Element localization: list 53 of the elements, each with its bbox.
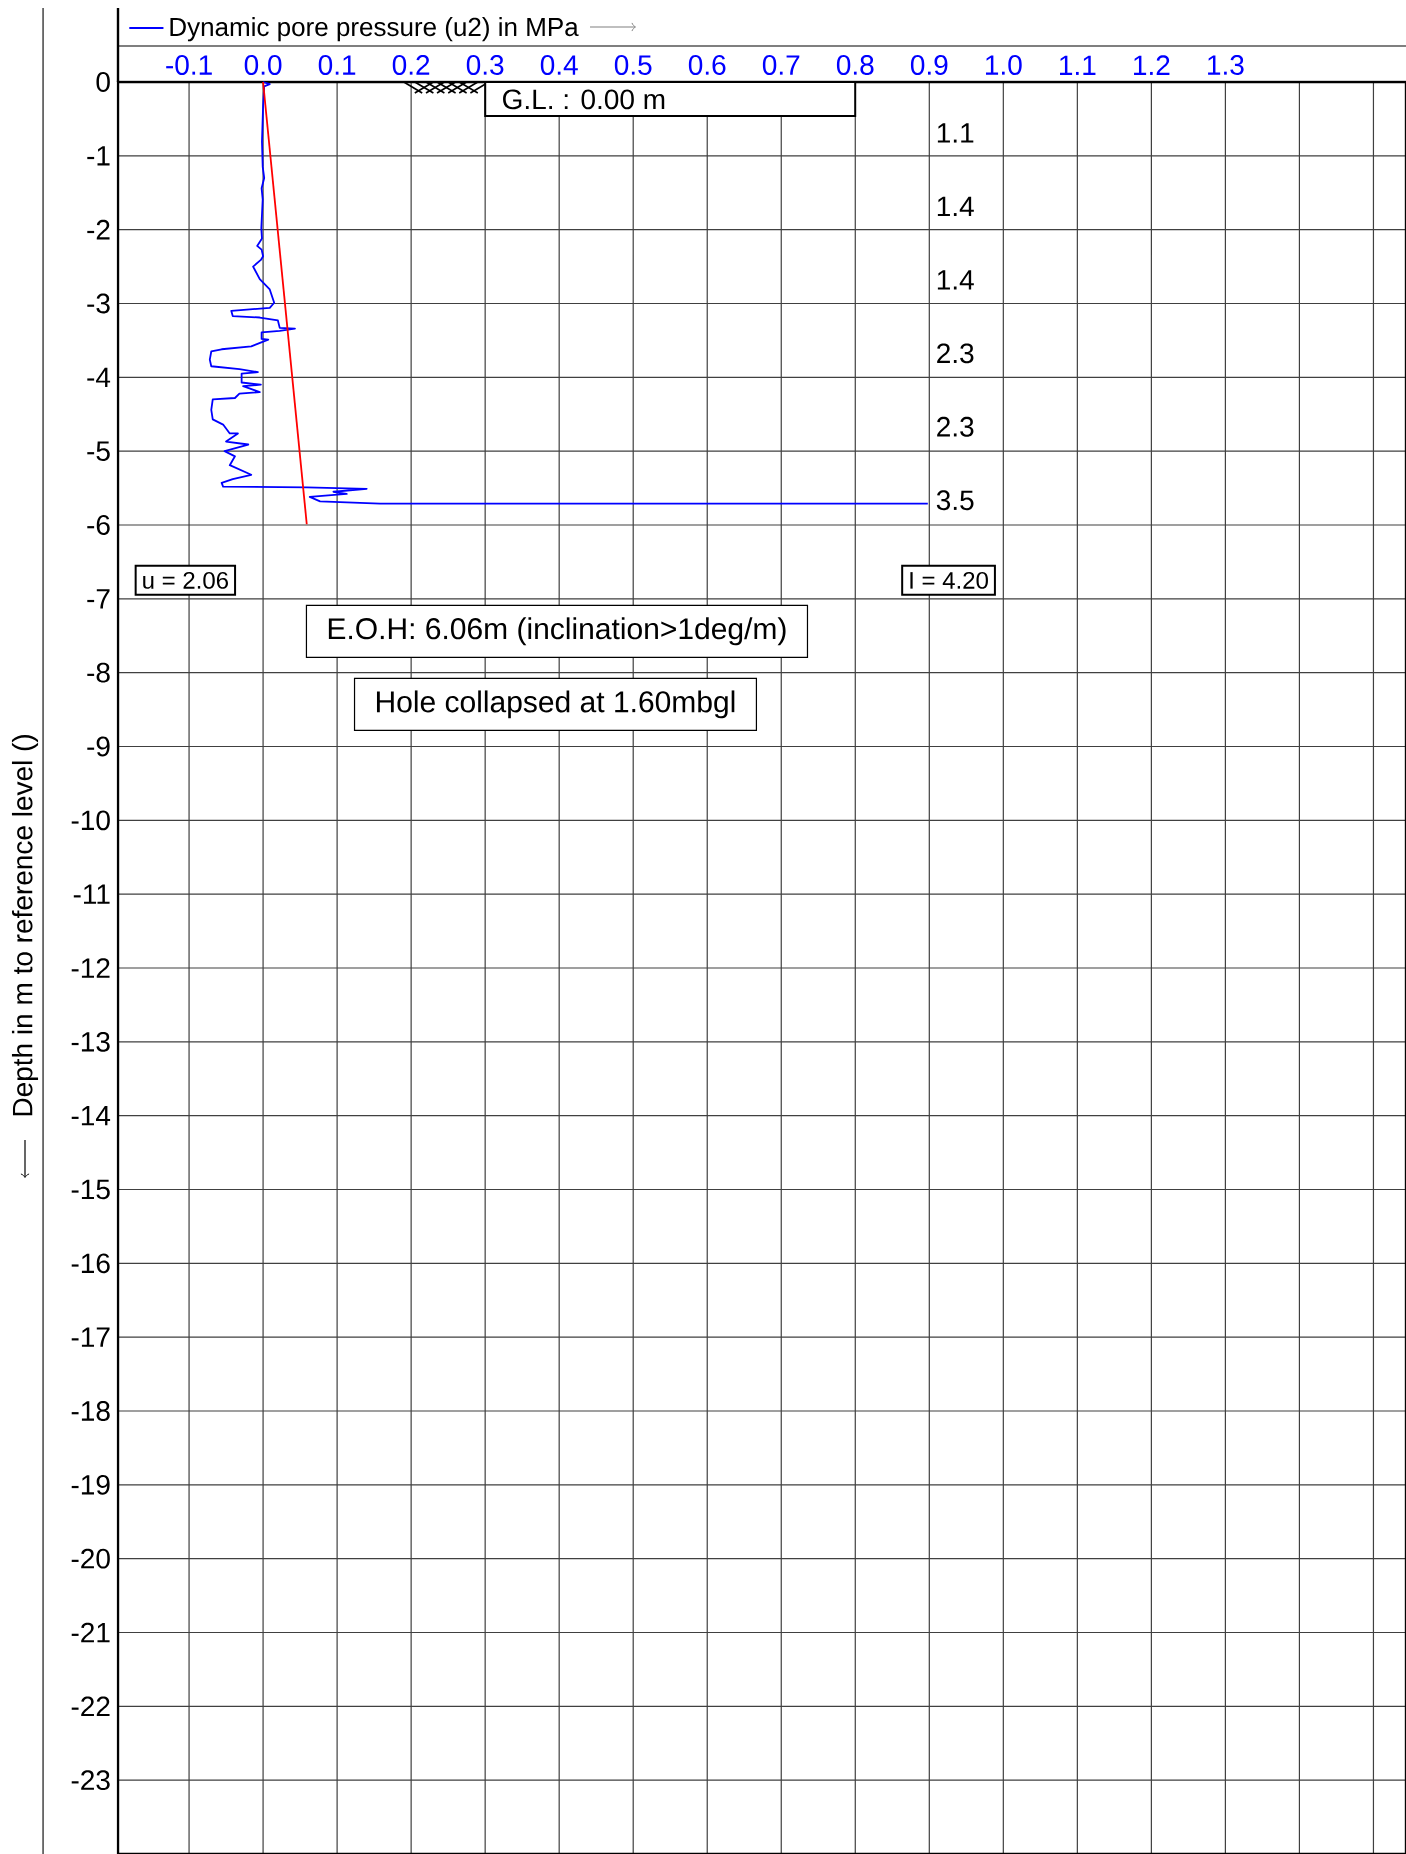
- x-tick-label: -0.1: [166, 55, 212, 75]
- x-tick-label: 1.3: [1208, 55, 1244, 75]
- annotation: 3.5: [936, 490, 974, 511]
- y-tick-label: -11: [73, 884, 110, 904]
- x-tick-label: 0.3: [466, 55, 504, 75]
- annotation: 2.3: [937, 416, 974, 437]
- y-tick-label: -2: [87, 219, 110, 240]
- annotation: I = 4.20: [910, 571, 988, 589]
- y-tick-label: -9: [87, 736, 110, 757]
- y-tick-label: -16: [71, 1253, 110, 1274]
- y-tick-label: -8: [87, 662, 110, 683]
- annotation: Hole collapsed at 1.60mbgl: [376, 690, 735, 719]
- x-tick-label: 1.1: [1060, 55, 1096, 75]
- annotation: 1.1: [937, 123, 974, 143]
- x-tick-label: 1.2: [1134, 55, 1170, 75]
- line-series: [208, 81, 929, 505]
- y-tick-label: -3: [87, 293, 110, 314]
- legend-label: Dynamic pore pressure (u2) in MPa: [170, 17, 579, 42]
- y-tick-label: -21: [71, 1622, 110, 1643]
- x-tick-label: 0.6: [688, 55, 726, 75]
- y-tick-label: -18: [71, 1401, 110, 1421]
- x-tick-label: 0.5: [614, 55, 652, 75]
- annotation: 2.3: [937, 343, 974, 364]
- x-tick-label: 0.0: [244, 55, 282, 75]
- y-tick-label: -6: [87, 515, 110, 535]
- x-tick-label: 0.4: [540, 55, 578, 75]
- x-tick-label: 0.1: [318, 55, 356, 75]
- y-tick-label: 0: [96, 72, 110, 92]
- y-tick-label: -19: [71, 1474, 110, 1495]
- y-tick-label: -5: [87, 441, 110, 461]
- y-tick-label: -12: [71, 958, 110, 978]
- y-tick-label: -7: [87, 589, 110, 609]
- y-tick-label: -23: [71, 1770, 110, 1791]
- x-tick-label: 0.9: [910, 55, 948, 75]
- y-tick-label: -14: [71, 1106, 111, 1126]
- y-tick-label: -20: [71, 1548, 110, 1569]
- annotation: u = 2.06: [143, 571, 228, 589]
- y-tick-label: -4: [87, 367, 111, 387]
- x-tick-label: 0.2: [392, 55, 430, 75]
- y-tick-label: -22: [71, 1696, 110, 1717]
- x-tick-label: 0.7: [762, 55, 800, 75]
- y-tick-label: -10: [71, 810, 110, 831]
- y-tick-label: -1: [87, 146, 110, 166]
- y-axis-title: Depth in m to reference level (): [11, 735, 39, 1116]
- x-tick-label: 1.0: [985, 55, 1022, 75]
- y-tick-label: -15: [71, 1179, 110, 1200]
- annotation: G.L. : 0.00 m: [503, 89, 665, 110]
- annotation: 1.4: [937, 270, 974, 290]
- y-tick-label: -13: [71, 1031, 110, 1052]
- x-tick-label: 0.8: [836, 55, 874, 75]
- annotation: E.O.H: 6.06m (inclination>1deg/m): [328, 617, 786, 646]
- annotation: 1.4: [937, 196, 974, 217]
- y-tick-label: -17: [71, 1327, 110, 1347]
